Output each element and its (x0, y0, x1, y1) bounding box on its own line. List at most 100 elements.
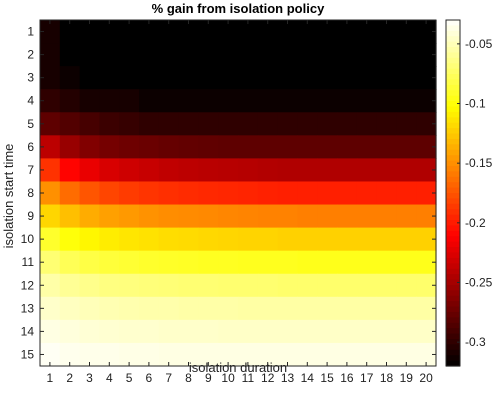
x-tick-label: 3 (86, 371, 93, 385)
heatmap-cell (416, 89, 437, 113)
x-tick-label: 6 (146, 371, 153, 385)
heatmap-cell (277, 250, 298, 275)
heatmap-cell (139, 319, 160, 344)
heatmap-cell (40, 319, 61, 344)
heatmap-cell (277, 204, 298, 229)
heatmap-cell (337, 89, 358, 113)
heatmap-cell (59, 319, 81, 344)
heatmap-cell (198, 250, 219, 275)
y-tick-label: 2 (27, 48, 34, 62)
heatmap-cell (99, 158, 120, 183)
heatmap-cell (40, 250, 61, 275)
heatmap-cell (317, 319, 338, 344)
heatmap-cell (337, 296, 358, 321)
heatmap-cell (158, 273, 180, 298)
heatmap-cell (356, 296, 378, 321)
heatmap-cell (158, 20, 180, 44)
colorbar-step (446, 20, 460, 27)
heatmap-cell (79, 20, 100, 44)
heatmap-cell (198, 273, 219, 298)
heatmap-cell (337, 204, 358, 229)
heatmap-cell (356, 43, 378, 67)
colorbar-step (446, 57, 460, 64)
heatmap-cell (79, 273, 100, 298)
heatmap-cell (238, 273, 259, 298)
heatmap-cell (297, 20, 318, 44)
colorbar-step (446, 355, 460, 362)
heatmap-cell (297, 342, 318, 367)
colorbar-step (446, 225, 460, 232)
heatmap-cell (198, 43, 219, 67)
heatmap-cell (139, 89, 160, 113)
heatmap-cell (119, 296, 140, 321)
heatmap-cell (356, 181, 378, 206)
y-axis-label: isolation start time (1, 144, 16, 249)
heatmap-cell (356, 273, 378, 298)
heatmap-cell (119, 319, 140, 344)
heatmap-cell (40, 273, 61, 298)
colorbar-step (446, 171, 460, 178)
heatmap-cell (99, 89, 120, 113)
heatmap-cell (396, 204, 417, 229)
heatmap-cell (198, 181, 219, 206)
colorbar-step (446, 263, 460, 270)
colorbar-frame (445, 19, 461, 367)
heatmap-cell (416, 273, 437, 298)
colorbar-step (446, 144, 460, 151)
heatmap-cells (40, 20, 437, 367)
heatmap-cell (40, 342, 61, 367)
heatmap-cell (158, 112, 180, 136)
heatmap-cell (337, 135, 358, 159)
colorbar-tick-label: -0.25 (465, 275, 493, 289)
heatmap-cell (139, 20, 160, 44)
y-tick-label: 14 (21, 324, 35, 338)
heatmap-cell (238, 158, 259, 183)
heatmap-cell (139, 135, 160, 159)
heatmap-cell (416, 112, 437, 136)
colorbar-step (446, 257, 460, 264)
heatmap-cell (297, 227, 318, 252)
heatmap-cell (337, 112, 358, 136)
heatmap-cell (40, 227, 61, 252)
heatmap-cell (139, 181, 160, 206)
heatmap-cell (99, 319, 120, 344)
heatmap-cell (337, 158, 358, 183)
y-tick-label: 15 (21, 347, 35, 361)
heatmap-cell (317, 250, 338, 275)
x-tick-label: 9 (205, 371, 212, 385)
heatmap-cell (297, 112, 318, 136)
heatmap-cell (277, 296, 298, 321)
colorbar-step (446, 155, 460, 162)
y-tick-label: 12 (21, 278, 35, 292)
y-tick-label: 3 (27, 71, 34, 85)
heatmap-cell (99, 250, 120, 275)
heatmap-cell (40, 43, 61, 67)
heatmap-cell (158, 319, 180, 344)
heatmap-cell (337, 66, 358, 90)
heatmap-cell (297, 43, 318, 67)
heatmap-cell (396, 227, 417, 252)
heatmap-cell (119, 342, 140, 367)
colorbar-step (446, 52, 460, 59)
heatmap-cell (257, 66, 279, 90)
heatmap-cell (356, 227, 378, 252)
heatmap-cell (257, 296, 279, 321)
heatmap-cell (99, 342, 120, 367)
colorbar-step (446, 214, 460, 221)
colorbar-step (446, 106, 460, 113)
colorbar-step (446, 149, 460, 156)
colorbar-step (446, 117, 460, 124)
heatmap-cell (297, 135, 318, 159)
heatmap-cell (59, 89, 81, 113)
heatmap-cell (277, 20, 298, 44)
x-tick-label: 10 (221, 371, 235, 385)
heatmap-cell (99, 204, 120, 229)
heatmap-cell (99, 135, 120, 159)
heatmap-cell (277, 181, 298, 206)
heatmap-cell (396, 66, 417, 90)
chart-title: % gain from isolation policy (152, 1, 325, 16)
heatmap-cell (59, 20, 81, 44)
y-tick-label: 10 (21, 232, 35, 246)
